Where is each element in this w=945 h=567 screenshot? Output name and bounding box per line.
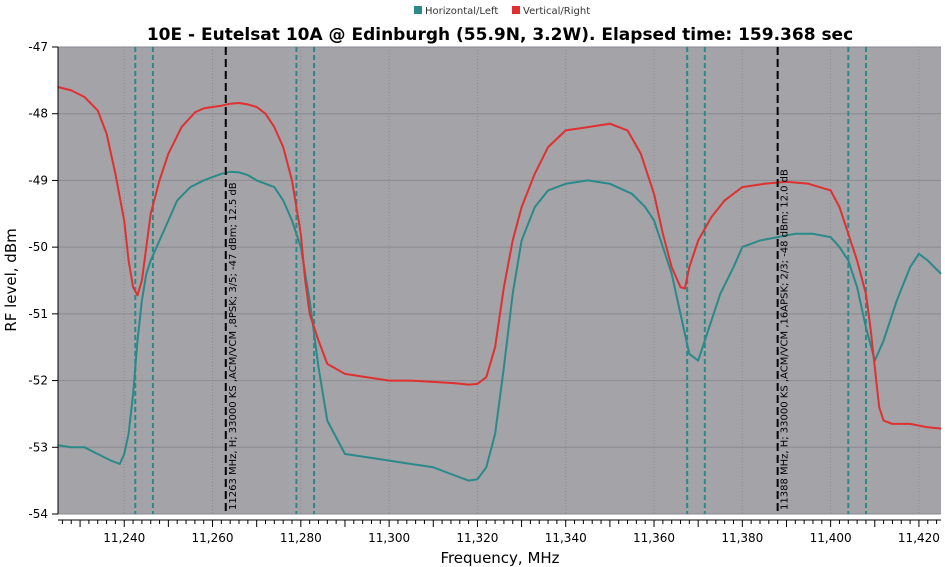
y-tick-label: -52: [28, 374, 48, 388]
legend-swatch-horizontal: [414, 6, 422, 14]
x-axis-label: Frequency, MHz: [440, 549, 559, 567]
y-tick-label: -49: [28, 173, 48, 187]
axes: -54 -53 -52 -51 -50 -49 -48 -47 11,240 11,260 11,2…: [28, 40, 941, 545]
carrier-annotations: 11263 MHz, H; 33000 KS ,ACM/VCM ,8PSK; 3…: [224, 47, 791, 514]
x-tick-label: 11,420: [898, 531, 940, 545]
y-axis-label: RF level, dBm: [2, 228, 20, 331]
x-tick-label: 11,360: [633, 531, 675, 545]
grid: [58, 46, 941, 515]
x-tick-label: 11,300: [368, 531, 410, 545]
x-tick-label: 11,280: [280, 531, 322, 545]
series-lines: [57, 86, 942, 482]
x-tick-label: 11,340: [545, 531, 587, 545]
x-tick-label: 11,400: [810, 531, 852, 545]
series-line-vertical: [57, 86, 942, 430]
x-tick-label: 11,260: [192, 531, 234, 545]
carrier-annotation-label: 11263 MHz, H; 33000 KS ,ACM/VCM ,8PSK; 3…: [228, 182, 239, 510]
y-tick-label: -47: [28, 40, 48, 54]
x-tick-label: 11,240: [103, 531, 145, 545]
x-tick-label: 11,380: [721, 531, 763, 545]
y-tick-label: -53: [28, 440, 48, 454]
y-tick-label: -54: [28, 507, 48, 521]
plot-area: [58, 47, 941, 514]
y-tick-label: -48: [28, 107, 48, 121]
legend-swatch-vertical: [512, 6, 520, 14]
series-line-horizontal: [57, 170, 942, 482]
carrier-annotation-label: 11388 MHz, H; 33000 KS ,ACM/VCM ,16APSK;…: [780, 169, 791, 510]
legend: Horizontal/Left Vertical/Right: [414, 6, 590, 17]
x-tick-label: 11,320: [456, 531, 498, 545]
chart-title: 10E - Eutelsat 10A @ Edinburgh (55.9N, 3…: [147, 25, 853, 45]
y-tick-label: -51: [28, 307, 48, 321]
y-tick-label: -50: [28, 240, 48, 254]
legend-label-horizontal: Horizontal/Left: [425, 6, 498, 17]
legend-label-vertical: Vertical/Right: [523, 6, 590, 17]
